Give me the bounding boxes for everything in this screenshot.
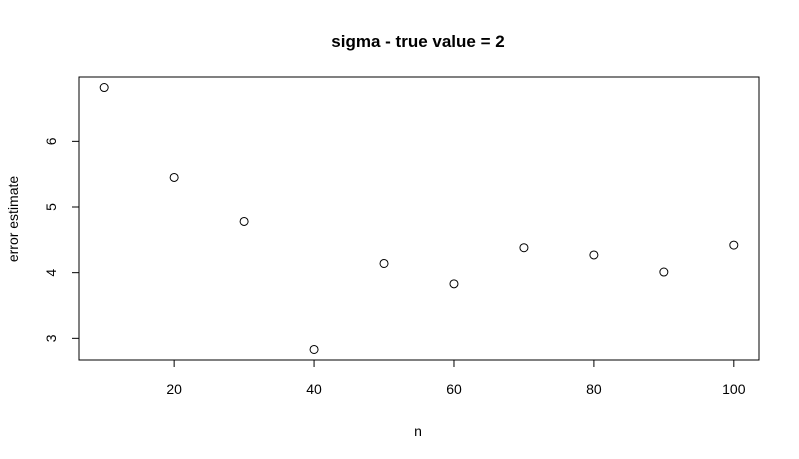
data-point — [239, 216, 249, 226]
data-point — [519, 243, 529, 253]
x-tick-label: 80 — [586, 381, 602, 397]
x-tick-label: 100 — [722, 381, 746, 397]
x-tick-label: 60 — [446, 381, 462, 397]
data-point — [169, 172, 179, 182]
x-axis-label: n — [414, 423, 422, 439]
data-point — [659, 267, 669, 277]
y-tick-label: 6 — [43, 137, 59, 145]
data-point — [449, 279, 459, 289]
x-tick-label: 20 — [166, 381, 182, 397]
chart-title: sigma - true value = 2 — [331, 32, 504, 51]
x-tick-label: 40 — [306, 381, 322, 397]
data-point — [589, 250, 599, 260]
data-points — [99, 83, 739, 354]
x-axis: 20 40 60 80 100 — [166, 359, 746, 397]
y-tick-label: 4 — [43, 269, 59, 277]
y-tick-label: 3 — [43, 334, 59, 342]
y-axis: 3 4 5 6 — [43, 137, 80, 342]
y-tick-label: 5 — [43, 203, 59, 211]
y-axis-label: error estimate — [5, 176, 21, 263]
data-point — [309, 344, 319, 354]
plot-frame — [78, 76, 760, 361]
data-point — [379, 258, 389, 268]
data-point — [729, 240, 739, 250]
data-point — [99, 83, 109, 93]
